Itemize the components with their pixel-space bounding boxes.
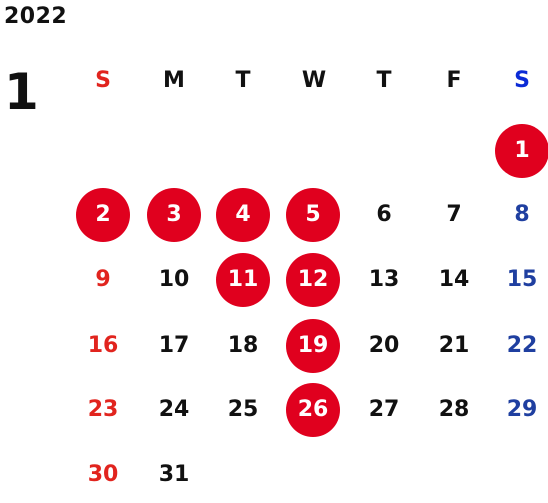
day-cell-holiday: 26 xyxy=(286,383,340,437)
weekday-header-fri: F xyxy=(446,68,462,93)
day-cell: 16 xyxy=(87,333,119,358)
day-cell: 21 xyxy=(438,333,470,358)
day-cell: 14 xyxy=(438,267,470,292)
day-cell: 8 xyxy=(514,202,530,227)
day-cell: 31 xyxy=(158,462,190,487)
day-cell-holiday: 1 xyxy=(495,124,548,178)
weekday-header-wed: W xyxy=(301,68,327,93)
day-cell: 27 xyxy=(368,397,400,422)
day-cell: 13 xyxy=(368,267,400,292)
day-cell: 9 xyxy=(95,267,111,292)
weekday-header-sun: S xyxy=(95,68,111,93)
day-cell-holiday: 12 xyxy=(286,253,340,307)
day-cell-holiday: 3 xyxy=(147,188,201,242)
year-label: 2022 xyxy=(4,4,68,29)
day-cell: 17 xyxy=(158,333,190,358)
day-cell: 28 xyxy=(438,397,470,422)
day-cell: 29 xyxy=(506,397,538,422)
day-cell: 18 xyxy=(227,333,259,358)
day-cell: 7 xyxy=(446,202,462,227)
day-cell-holiday: 11 xyxy=(216,253,270,307)
day-cell: 6 xyxy=(376,202,392,227)
day-cell: 22 xyxy=(506,333,538,358)
day-cell: 23 xyxy=(87,397,119,422)
weekday-header-sat: S xyxy=(514,68,530,93)
day-cell: 24 xyxy=(158,397,190,422)
day-cell: 20 xyxy=(368,333,400,358)
day-cell-holiday: 5 xyxy=(286,188,340,242)
month-number: 1 xyxy=(4,63,39,121)
weekday-header-tue: T xyxy=(235,68,251,93)
day-cell-holiday: 19 xyxy=(286,319,340,373)
day-cell: 10 xyxy=(158,267,190,292)
day-cell: 25 xyxy=(227,397,259,422)
day-cell: 15 xyxy=(506,267,538,292)
day-cell-holiday: 2 xyxy=(76,188,130,242)
day-cell-holiday: 4 xyxy=(216,188,270,242)
weekday-header-mon: M xyxy=(163,68,185,93)
day-cell: 30 xyxy=(87,462,119,487)
weekday-header-thu: T xyxy=(376,68,392,93)
